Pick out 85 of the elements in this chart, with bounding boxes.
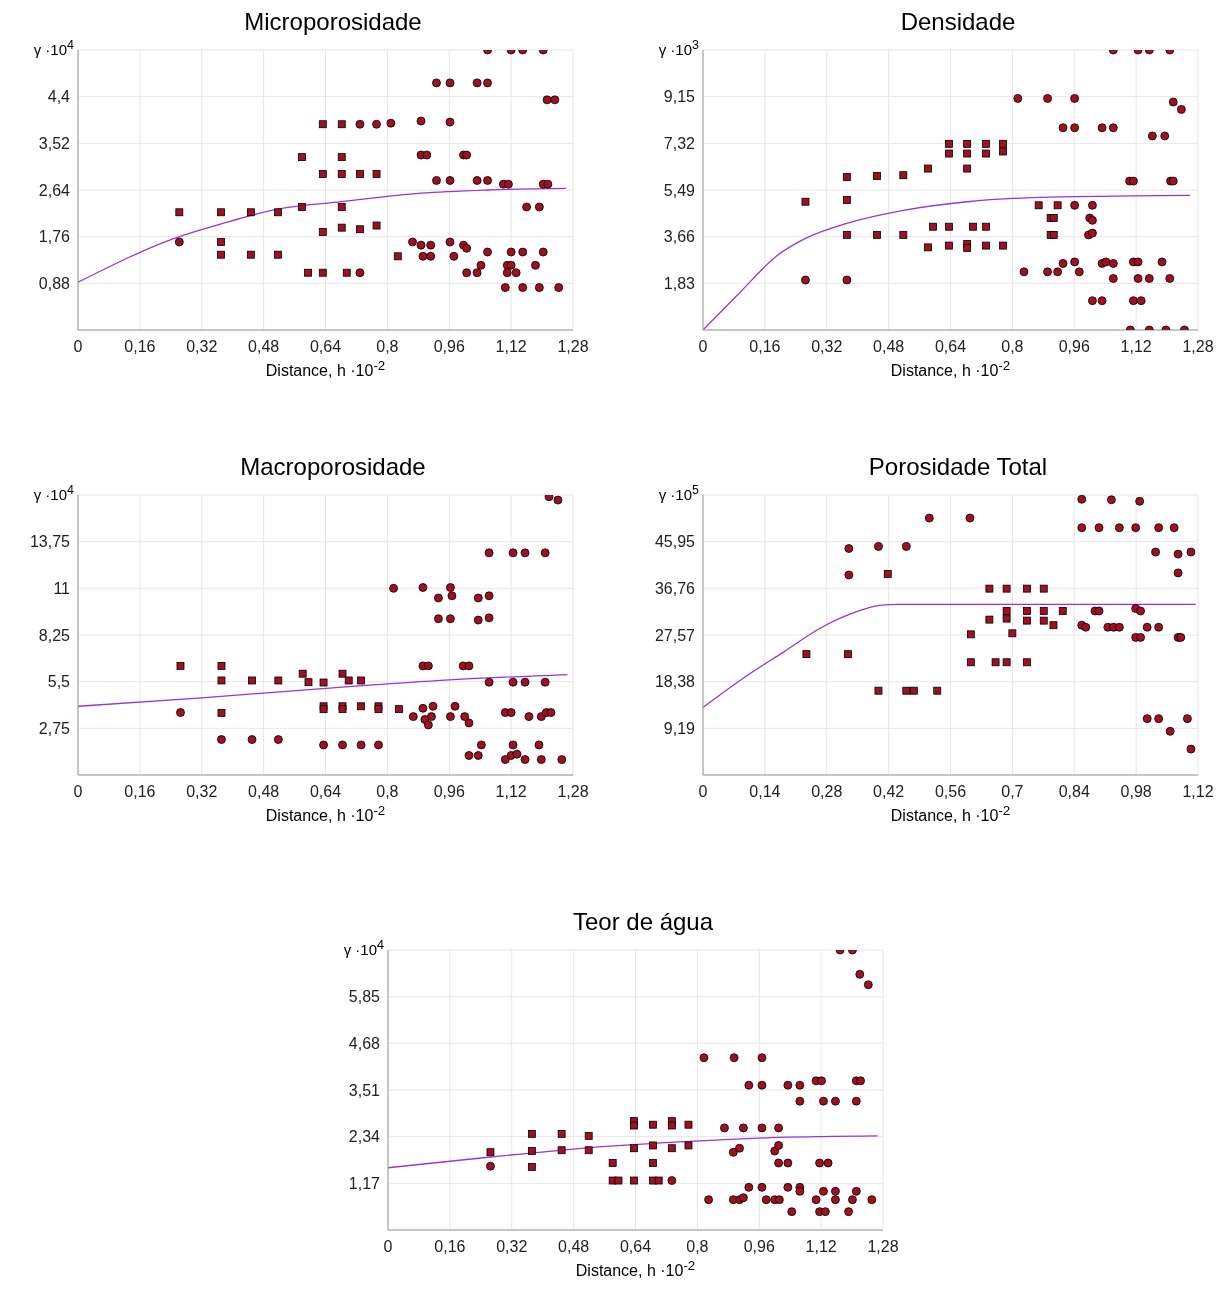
x-tick-label: 0,42 [873,783,905,800]
x-tick-label: 0,64 [309,338,342,355]
y-tick-label: 3,66 [663,228,696,246]
x-tick-label: 1,12 [805,1238,837,1255]
x-axis-title: Distance, h ·10$^{-2}$ [889,358,1012,381]
x-tick-label: 0,8 [686,1238,709,1255]
x-tick-label: 0,96 [433,338,465,355]
y-tick-label: 5,49 [663,181,696,199]
x-tick-label: 0,14 [749,783,781,800]
y-tick-label: 4,68 [348,1035,381,1053]
x-tick-label: 0 [73,783,83,800]
y-axis-title: γ ·10$^{4}$ [32,483,74,503]
y-tick-label: 5,85 [348,988,381,1006]
x-tick-label: 1,28 [1182,338,1214,355]
chart-title: Porosidade Total [868,453,1048,480]
x-tick-label: 0 [698,783,708,800]
x-tick-label: 0,64 [619,1238,652,1255]
y-tick-label: 8,25 [38,626,71,644]
x-tick-label: 0,32 [186,783,218,800]
x-tick-label: 0,8 [376,783,399,800]
x-axis-title: Distance, h ·10$^{-2}$ [264,803,387,826]
x-tick-label: 1,12 [495,338,527,355]
x-tick-label: 0,28 [811,783,843,800]
x-tick-label: 0,48 [558,1238,590,1255]
x-tick-label: 0,32 [811,338,843,355]
x-tick-label: 1,28 [557,783,589,800]
x-tick-label: 0,32 [496,1238,528,1255]
x-tick-label: 0,64 [309,783,342,800]
x-tick-label: 0,16 [124,338,156,355]
y-tick-label: 11 [53,580,71,598]
y-tick-label: 5,5 [47,673,71,691]
x-tick-label: 0 [698,338,708,355]
x-tick-label: 0,8 [376,338,399,355]
x-tick-label: 0,48 [248,783,280,800]
y-tick-label: 3,52 [38,135,71,153]
x-tick-label: 0 [383,1238,393,1255]
x-tick-label: 1,12 [1120,338,1152,355]
x-tick-label: 0,48 [873,338,905,355]
y-tick-label: 2,64 [38,181,71,199]
x-tick-label: 1,28 [557,338,589,355]
y-tick-label: 2,75 [38,720,71,738]
y-tick-label: 2,34 [348,1128,381,1146]
y-tick-label: 1,76 [38,228,71,246]
y-tick-label: 36,76 [654,580,696,598]
y-tick-label: 9,15 [663,88,696,106]
y-tick-label: 7,32 [663,135,696,153]
x-tick-label: 0,16 [434,1238,466,1255]
x-tick-label: 0,8 [1001,338,1024,355]
y-tick-label: 1,83 [663,275,696,293]
y-tick-label: 3,51 [348,1081,381,1099]
x-axis-title: Distance, h ·10$^{-2}$ [574,1258,697,1281]
y-tick-label: 0,88 [38,275,71,293]
y-tick-label: 9,19 [663,720,696,738]
x-tick-label: 0,98 [1120,783,1152,800]
chart-title: Teor de água [572,908,714,935]
x-tick-label: 0,84 [1058,783,1090,800]
y-tick-label: 27,57 [654,626,696,644]
chart-title: Densidade [900,8,1016,35]
x-tick-label: 0,56 [934,783,967,800]
x-tick-label: 0,48 [248,338,280,355]
x-tick-label: 0,7 [1001,783,1024,800]
x-tick-label: 0,32 [186,338,218,355]
chart-title: Microporosidade [244,8,422,35]
x-tick-label: 0 [73,338,83,355]
x-tick-label: 0,96 [1058,338,1090,355]
y-axis-title: γ ·10$^{3}$ [657,38,699,58]
y-tick-label: 18,38 [654,673,696,691]
y-axis-title: γ ·10$^{4}$ [342,938,384,958]
y-axis-title: γ ·10$^{5}$ [657,483,699,503]
x-tick-label: 0,64 [934,338,967,355]
x-axis-title: Distance, h ·10$^{-2}$ [889,803,1012,826]
x-tick-label: 1,12 [495,783,527,800]
y-tick-label: 45,95 [654,533,696,551]
x-tick-label: 0,96 [743,1238,775,1255]
y-axis-title: γ ·10$^{4}$ [32,38,74,58]
y-tick-label: 1,17 [348,1175,381,1193]
y-tick-label: 4,4 [47,88,71,106]
x-tick-label: 0,16 [749,338,781,355]
x-axis-title: Distance, h ·10$^{-2}$ [264,358,387,381]
y-tick-label: 13,75 [29,533,71,551]
x-tick-label: 0,16 [124,783,156,800]
x-tick-label: 1,28 [867,1238,899,1255]
x-tick-label: 1,12 [1182,783,1214,800]
chart-title: Macroporosidade [240,453,426,480]
x-tick-label: 0,96 [433,783,465,800]
